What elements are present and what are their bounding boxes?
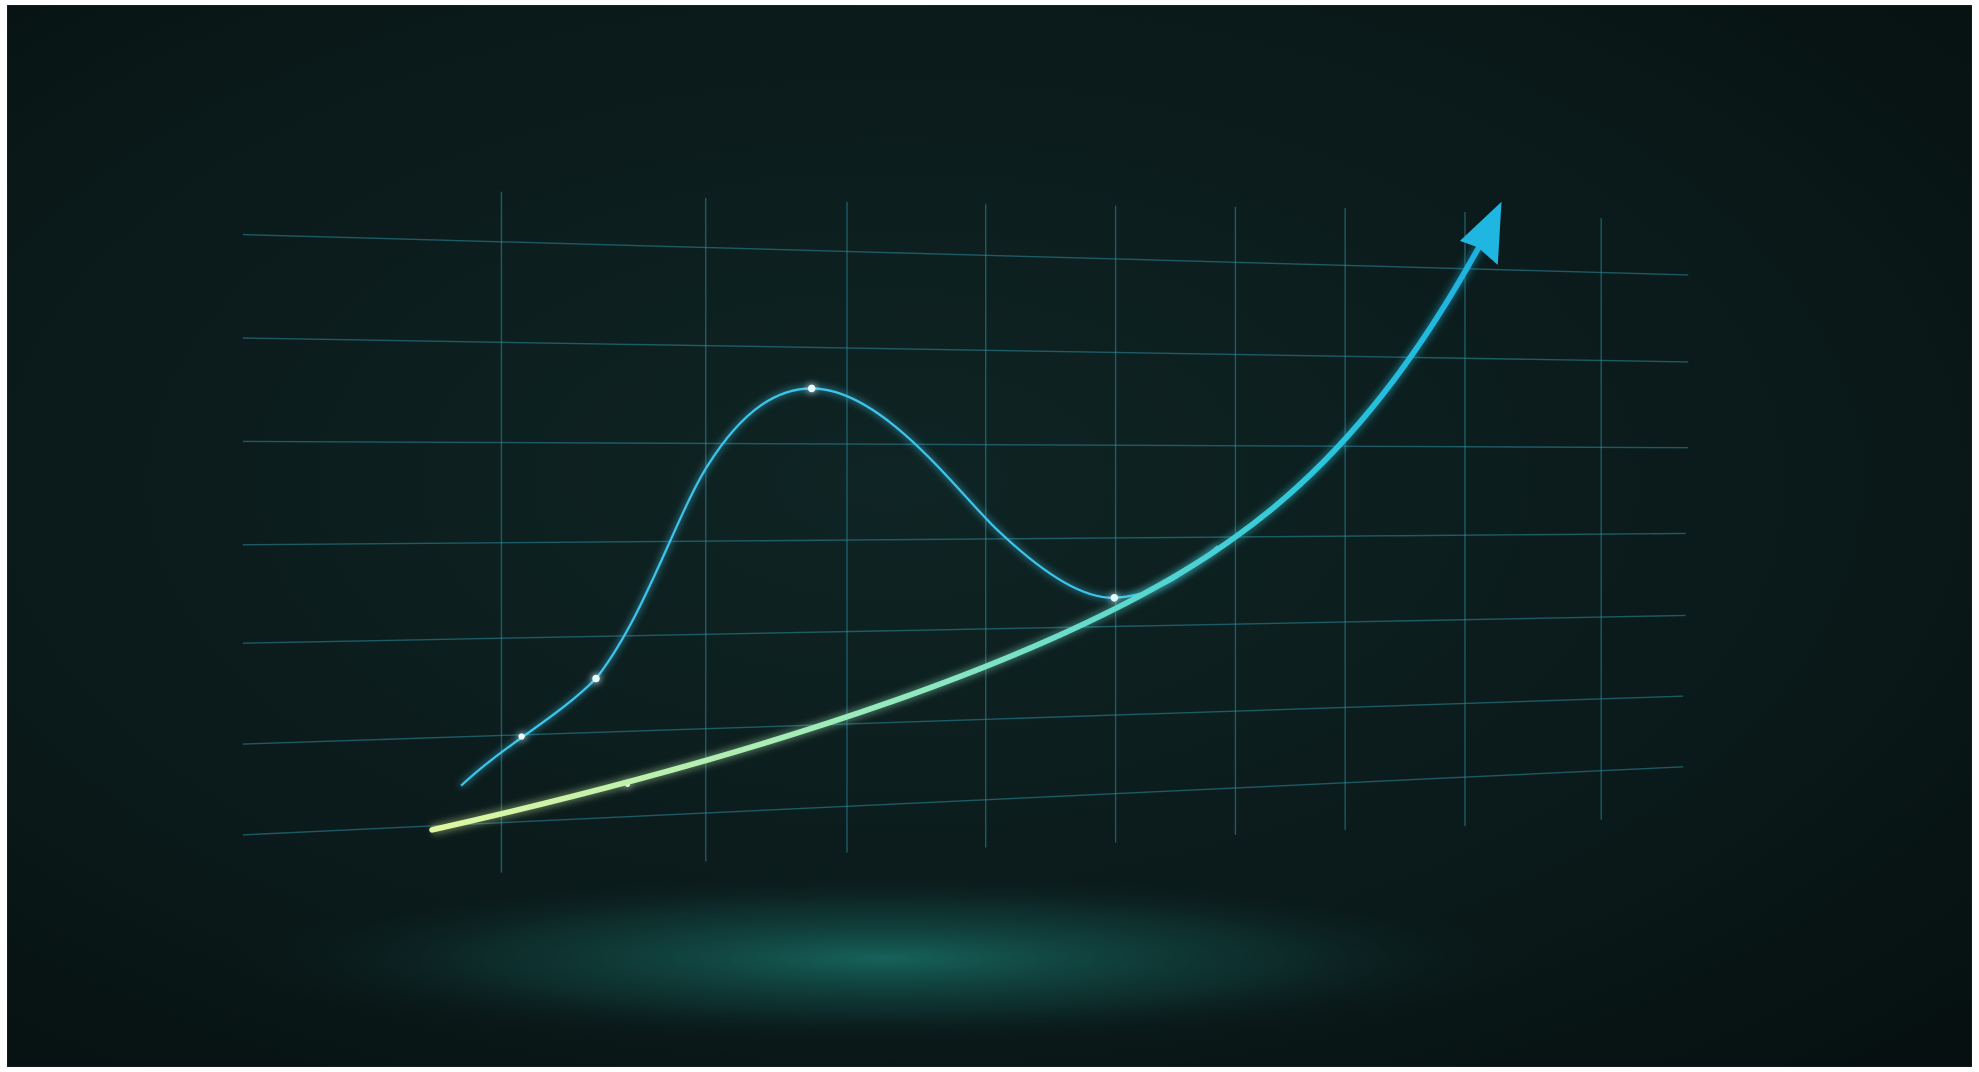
grid-line [242, 233, 1689, 276]
grid-line [242, 614, 1686, 644]
glow-point [592, 674, 600, 683]
glow-point [1110, 594, 1119, 602]
glow-points [518, 384, 1119, 787]
glow-point [518, 733, 525, 740]
floor-glow [227, 870, 1540, 1047]
arrow-head [1459, 201, 1502, 265]
grid-line [242, 695, 1684, 745]
trend-arrow [429, 244, 1482, 833]
glow-point [807, 384, 816, 393]
grid-line [242, 440, 1689, 449]
grid-line [242, 532, 1686, 546]
grid [242, 191, 1689, 873]
grid-line [242, 337, 1689, 363]
